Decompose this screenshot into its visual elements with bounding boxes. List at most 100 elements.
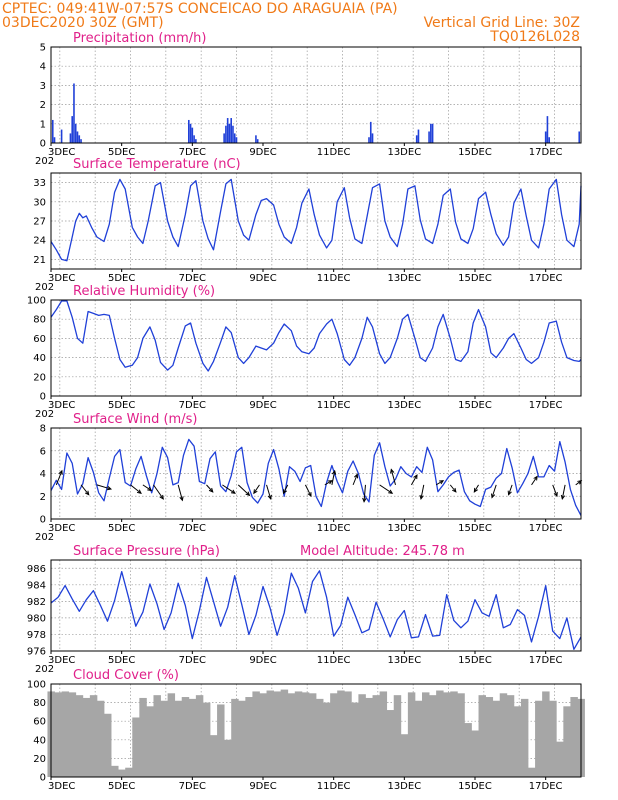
y-tick-label: 6 [40,446,46,457]
wind-arrow-shaft [80,484,90,495]
precip-bar [368,137,370,143]
y-tick-label: 980 [27,613,46,624]
wind-arrow-head [106,486,113,491]
x-tick-label: 13DEC [387,523,421,534]
wind-arrow-head [390,468,395,474]
y-tick-label: 24 [33,236,46,247]
x-tick-label: 17DEC [529,655,563,666]
cloud-bar [429,695,437,777]
cloud-bar [386,710,395,777]
cloud-bar [556,741,564,777]
panel-subtitle: Model Altitude: 245.78 m [300,544,465,559]
panel-title: Cloud Cover (%) [73,668,179,683]
x-tick-label: 17DEC [529,273,563,284]
y-tick-label: 976 [27,647,46,658]
wind-arrow-head [452,487,457,493]
wind-arrow-shaft [130,484,142,494]
wind-arrow-shaft [491,484,497,498]
y-tick-label: 60 [33,717,46,728]
precip-bar [430,123,432,143]
wind-arrow-head [439,480,445,485]
x-year-label: 202 [35,664,54,675]
precip-bar [74,123,77,143]
y-tick-label: 0 [40,515,46,526]
wind-arrow-shaft [253,484,260,494]
y-tick-label: 978 [27,630,46,641]
x-tick-label: 5DEC [108,523,135,534]
y-tick-label: 4 [40,469,46,480]
cloud-bar [280,689,289,777]
y-tick-label: 80 [33,698,46,709]
x-tick-label: 5DEC [108,655,135,666]
cloud-bar [75,695,84,777]
y-tick-label: 2 [40,492,46,503]
wind-arrow-shaft [237,484,250,496]
precip-bar [548,137,550,143]
cloud-bar [499,693,508,777]
wind-arrow-head [490,493,496,499]
panel-title: Relative Humidity (%) [73,284,215,299]
wind-arrow-shaft [390,469,396,486]
wind-arrow-head [473,487,478,493]
wind-arrow-head [507,490,512,496]
precip-bar [193,135,195,143]
cloud-bar [549,700,557,777]
x-tick-label: 7DEC [179,400,206,411]
y-tick-label: 986 [27,564,46,575]
precip-bar [73,83,75,143]
wind-arrow-shaft [283,484,289,494]
wind-arrow-shaft [206,484,214,493]
cloud-bar [273,691,282,777]
y-tick-label: 8 [40,424,46,435]
x-tick-label: 9DEC [249,273,276,284]
cloud-bar [174,700,183,777]
y-tick-label: 21 [33,255,46,266]
x-tick-label: 15DEC [458,781,492,792]
precip-bar [51,119,54,143]
cloud-bar [464,723,472,777]
panel-0: 0 1 2 3 4 5 Precipitation (mm/h) 3DEC 5DEC 7DEC 9D… [35,31,582,167]
x-tick-label: 13DEC [387,655,421,666]
cloud-bar [160,700,168,777]
y-tick-label: 20 [33,372,46,383]
series-line [50,570,582,650]
x-tick-label: 15DEC [458,147,492,158]
cloud-bar [82,697,91,777]
precip-bar [195,139,197,143]
cloud-bar [181,697,190,777]
precip-bar [226,118,229,143]
wind-arrow-head [331,469,337,475]
precip-bar [69,133,72,143]
wind-arrow-head [283,489,288,495]
y-tick-label: 40 [33,353,46,364]
x-tick-label: 7DEC [179,273,206,284]
cloud-bar [358,694,366,777]
x-tick-label: 3DEC [48,523,75,534]
cloud-bar [139,697,147,777]
cloud-bar [492,700,501,777]
x-tick-label: 15DEC [458,523,492,534]
x-tick-label: 7DEC [179,147,206,158]
y-tick-label: 984 [27,580,46,591]
precip-bar [188,119,190,143]
cloud-bar [153,695,161,777]
y-tick-label: 0 [40,392,46,403]
y-tick-label: 2 [40,100,46,111]
y-tick-label: 5 [40,43,46,54]
cloud-bar [167,693,176,777]
precip-bar [546,116,549,143]
wind-arrow-head [84,490,90,496]
x-year-label: 202 [35,156,54,167]
precip-bar [255,135,257,143]
y-tick-label: 3 [40,81,46,92]
cloud-bar [372,695,380,777]
x-tick-label: 15DEC [458,655,492,666]
panel-5: 0 20 40 60 80 100 Cloud Cover (%) 3DEC 5DEC 7DEC 9… [27,668,585,792]
x-tick-label: 9DEC [249,147,276,158]
y-tick-label: 20 [33,754,46,765]
cloud-bar [266,690,274,777]
panel-2: 0 20 40 60 80 100 Relative Humidity (%) 3DEC 5DE… [27,284,582,420]
cloud-bar [450,691,458,777]
precip-bar [225,125,227,143]
wind-arrow-shaft [331,470,336,485]
